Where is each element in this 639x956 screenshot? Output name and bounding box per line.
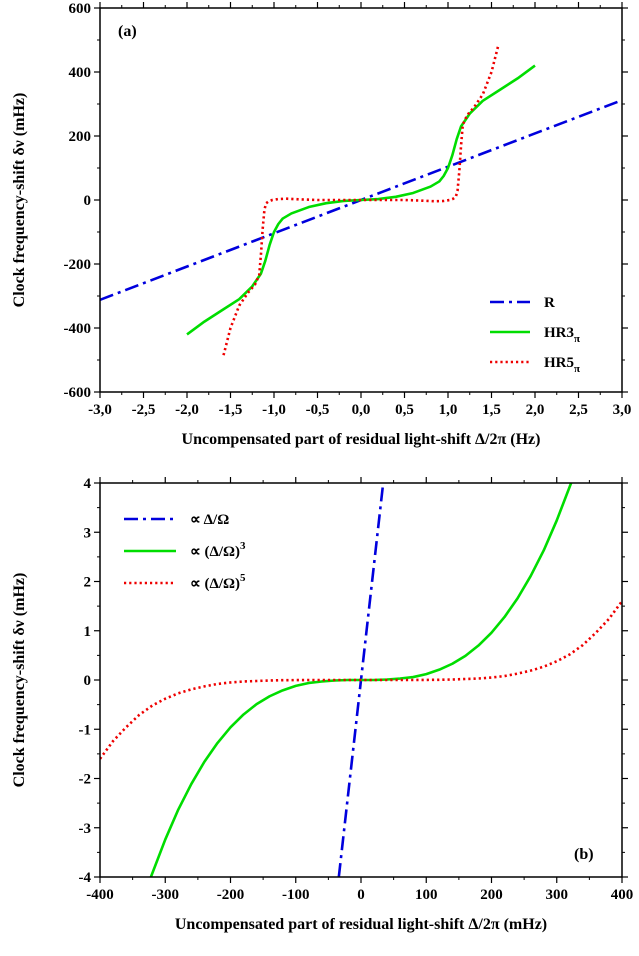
x-tick-label: 1,0 <box>439 402 458 418</box>
x-tick-label: 2,5 <box>569 402 588 418</box>
legend-label: ∝ Δ/Ω <box>190 512 229 528</box>
x-tick-label: 3,0 <box>613 402 632 418</box>
x-tick-label: -3,0 <box>88 402 112 418</box>
y-axis-label: Clock frequency-shift δν (mHz) <box>11 573 28 788</box>
plot-frame <box>99 7 623 393</box>
panel-label: (a) <box>118 23 137 40</box>
y-tick-label: 200 <box>69 129 92 145</box>
panel-label: (b) <box>574 846 594 863</box>
y-tick-label: 0 <box>84 193 92 209</box>
x-tick-label: 1,5 <box>482 402 501 418</box>
legend-label: HR5π <box>544 355 580 375</box>
y-tick-label: -200 <box>64 257 92 273</box>
chart-b: -400 -300 -200 -100 0 100 200 300 400 -4 -3 -2 -1 0 1 2… <box>11 476 633 933</box>
y-tick-label: 1 <box>84 624 92 640</box>
y-tick-label: -4 <box>79 870 92 886</box>
y-tick-label: -3 <box>79 821 92 837</box>
legend-label: HR3π <box>544 325 580 345</box>
x-tick-label: -1,0 <box>262 402 286 418</box>
series-line <box>100 600 622 760</box>
x-tick-label: 100 <box>415 887 438 903</box>
x-tick-label: -300 <box>152 887 180 903</box>
x-tick-label: -100 <box>282 887 310 903</box>
series-line <box>222 44 500 356</box>
y-tick-label: 2 <box>84 575 92 591</box>
ticks: -400 -300 -200 -100 0 100 200 300 400 -4 -3 -2 -1 0 1 2… <box>79 476 634 903</box>
series-group <box>100 483 622 877</box>
x-tick-label: 0,5 <box>395 402 414 418</box>
x-tick-label: 0 <box>357 887 365 903</box>
y-tick-label: 400 <box>69 65 92 81</box>
legend: R HR3π HR5π <box>490 295 580 375</box>
x-tick-label: -2,0 <box>175 402 199 418</box>
x-tick-label: -2,5 <box>132 402 156 418</box>
y-tick-label: -1 <box>79 722 92 738</box>
series-group <box>100 44 622 356</box>
y-tick-label: 3 <box>84 525 92 541</box>
x-tick-label: -1,5 <box>219 402 243 418</box>
x-axis-label: Uncompensated part of residual light-shi… <box>175 916 547 933</box>
x-tick-label: 200 <box>480 887 503 903</box>
y-tick-label: 0 <box>84 673 92 689</box>
legend: ∝ Δ/Ω ∝ (Δ/Ω)3 ∝ (Δ/Ω)5 <box>124 512 246 592</box>
x-tick-label: 400 <box>611 887 634 903</box>
chart-a: -3,0 -2,5 -2,0 -1,5 -1,0 -0,5 0,0 0,5 1,0 1,5 2,0 2… <box>11 1 631 448</box>
x-tick-label: 300 <box>546 887 569 903</box>
x-axis-label: Uncompensated part of residual light-shi… <box>182 431 541 448</box>
legend-label: ∝ (Δ/Ω)5 <box>190 572 246 592</box>
x-tick-label: 0,0 <box>352 402 371 418</box>
legend-label: R <box>544 295 555 311</box>
y-tick-label: -400 <box>64 321 92 337</box>
x-tick-label: -0,5 <box>306 402 330 418</box>
legend-label: ∝ (Δ/Ω)3 <box>190 540 246 560</box>
plot-frame <box>99 482 623 878</box>
x-tick-label: -400 <box>86 887 114 903</box>
y-axis-label: Clock frequency-shift δν (mHz) <box>11 93 28 308</box>
ticks: -3,0 -2,5 -2,0 -1,5 -1,0 -0,5 0,0 0,5 1,0 1,5 2,0 2… <box>64 1 632 418</box>
y-tick-label: 600 <box>69 1 92 17</box>
x-tick-label: 2,0 <box>526 402 545 418</box>
y-tick-label: 4 <box>84 476 92 492</box>
x-tick-label: -200 <box>217 887 245 903</box>
y-tick-label: -600 <box>64 385 92 401</box>
y-tick-label: -2 <box>79 772 92 788</box>
